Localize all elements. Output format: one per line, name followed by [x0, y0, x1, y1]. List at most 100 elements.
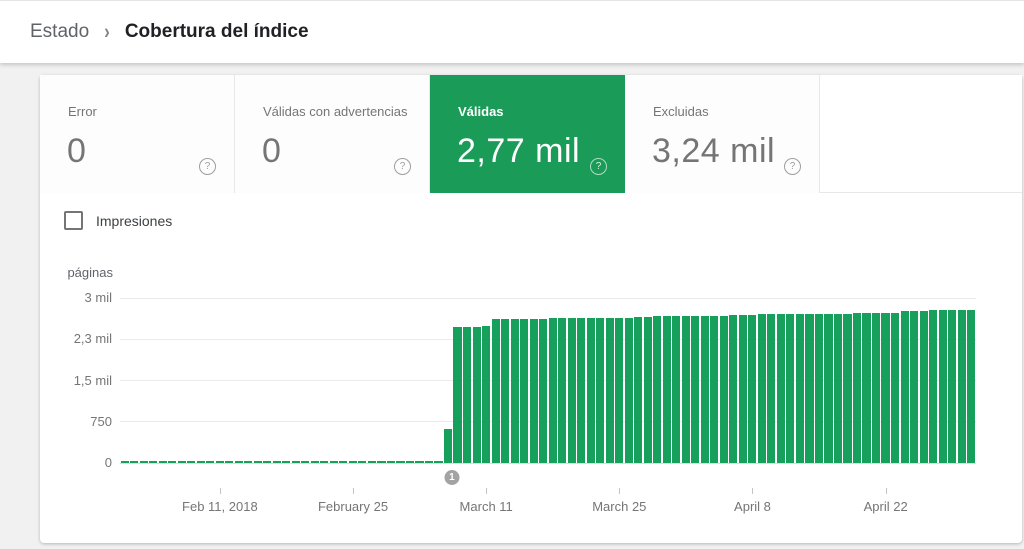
- chart-bar[interactable]: [253, 461, 262, 463]
- chart-bar[interactable]: [967, 310, 976, 463]
- chart-bar[interactable]: [405, 461, 415, 463]
- chart-bar[interactable]: [748, 314, 757, 463]
- chart-bar[interactable]: [948, 310, 957, 463]
- chart-bar[interactable]: [443, 428, 453, 463]
- impressions-toggle[interactable]: Impresiones: [64, 211, 172, 230]
- chart-bar[interactable]: [424, 461, 434, 463]
- impressions-checkbox[interactable]: [64, 211, 83, 230]
- chart-bar[interactable]: [624, 317, 633, 463]
- chart-bar[interactable]: [501, 319, 510, 463]
- chart-bar[interactable]: [329, 461, 338, 463]
- help-icon[interactable]: ?: [394, 158, 411, 175]
- chart-bar[interactable]: [206, 461, 215, 463]
- chart-bar[interactable]: [729, 314, 738, 463]
- chart-bar[interactable]: [634, 316, 643, 463]
- breadcrumb-parent-link[interactable]: Estado: [30, 21, 90, 42]
- help-icon[interactable]: ?: [784, 158, 801, 175]
- chart-bar[interactable]: [339, 461, 348, 463]
- tab-valid[interactable]: Válidas 2,77 mil ?: [430, 75, 625, 193]
- chart-bar[interactable]: [567, 318, 576, 463]
- chart-bar[interactable]: [672, 316, 681, 463]
- chart-bar[interactable]: [548, 318, 557, 463]
- chart-bar[interactable]: [824, 313, 833, 463]
- chart-bar[interactable]: [491, 319, 500, 463]
- chart-bar[interactable]: [434, 461, 443, 463]
- chart-bar[interactable]: [415, 461, 424, 463]
- chart-bar[interactable]: [843, 313, 852, 463]
- chart-bar[interactable]: [738, 314, 747, 463]
- chart-bar[interactable]: [681, 316, 690, 463]
- chart-bar[interactable]: [510, 318, 519, 463]
- chart-bar[interactable]: [757, 314, 766, 463]
- chart-bar[interactable]: [482, 326, 491, 463]
- chart-bar[interactable]: [348, 461, 357, 463]
- chart-bar[interactable]: [358, 461, 367, 463]
- chart-bar[interactable]: [196, 461, 205, 463]
- chart-bar[interactable]: [767, 314, 776, 463]
- chart-bar[interactable]: [177, 461, 186, 463]
- chart-bar[interactable]: [938, 310, 947, 463]
- chart-bar[interactable]: [615, 317, 624, 463]
- chart-bar[interactable]: [272, 461, 281, 463]
- tab-error[interactable]: Error 0 ?: [40, 75, 235, 193]
- chart-bar[interactable]: [577, 318, 586, 463]
- chart-bar[interactable]: [244, 461, 253, 463]
- chart-bar[interactable]: [377, 461, 386, 463]
- chart-bar[interactable]: [596, 317, 605, 463]
- chart-bar[interactable]: [234, 461, 243, 463]
- chart-bar[interactable]: [139, 461, 148, 463]
- help-icon[interactable]: ?: [590, 158, 607, 175]
- chart-bar[interactable]: [786, 313, 795, 463]
- chart-bar[interactable]: [168, 461, 177, 463]
- chart-bar[interactable]: [871, 313, 881, 463]
- chart-bar[interactable]: [463, 326, 472, 463]
- chart-bar[interactable]: [957, 310, 966, 463]
- chart-bar[interactable]: [367, 461, 376, 463]
- chart-bar[interactable]: [700, 316, 709, 463]
- chart-bar[interactable]: [795, 313, 804, 463]
- annotation-marker-1[interactable]: 1: [444, 470, 460, 485]
- chart-bar[interactable]: [900, 310, 909, 463]
- chart-bar[interactable]: [158, 461, 167, 463]
- chart-bar[interactable]: [710, 315, 719, 463]
- chart-bar[interactable]: [291, 461, 300, 463]
- chart-bar[interactable]: [691, 316, 700, 463]
- chart-bar[interactable]: [263, 461, 272, 463]
- tab-excluded[interactable]: Excluidas 3,24 mil ?: [625, 75, 820, 193]
- chart-bar[interactable]: [605, 317, 614, 463]
- chart-bar[interactable]: [833, 313, 843, 463]
- chart-bar[interactable]: [282, 461, 291, 463]
- chart-bar[interactable]: [225, 461, 234, 463]
- chart-bar[interactable]: [910, 310, 919, 463]
- chart-bar[interactable]: [453, 327, 462, 463]
- chart-bar[interactable]: [187, 461, 196, 463]
- chart-bar[interactable]: [776, 314, 785, 463]
- chart-bar[interactable]: [719, 315, 728, 463]
- chart-bar[interactable]: [862, 313, 871, 463]
- chart-bar[interactable]: [881, 313, 890, 463]
- help-icon[interactable]: ?: [199, 158, 216, 175]
- chart-bar[interactable]: [586, 317, 595, 463]
- chart-bar[interactable]: [386, 461, 396, 463]
- chart-bar[interactable]: [814, 313, 824, 463]
- chart-bar[interactable]: [558, 318, 567, 463]
- chart-bar[interactable]: [396, 461, 405, 463]
- tab-valid-with-warnings[interactable]: Válidas con advertencias 0 ?: [235, 75, 430, 193]
- chart-bar[interactable]: [643, 316, 652, 463]
- chart-bar[interactable]: [120, 461, 129, 463]
- chart-bar[interactable]: [852, 313, 862, 463]
- chart-bar[interactable]: [215, 461, 224, 463]
- chart-bar[interactable]: [805, 313, 814, 463]
- chart-bar[interactable]: [149, 461, 158, 463]
- chart-bar[interactable]: [301, 461, 310, 463]
- chart-bar[interactable]: [529, 318, 538, 463]
- chart-bar[interactable]: [520, 318, 529, 463]
- chart-bar[interactable]: [662, 316, 671, 463]
- chart-bar[interactable]: [130, 461, 139, 463]
- chart-bar[interactable]: [539, 318, 548, 463]
- chart-bar[interactable]: [653, 316, 662, 463]
- chart-bar[interactable]: [891, 313, 900, 463]
- chart-bar[interactable]: [929, 310, 938, 463]
- chart-bar[interactable]: [310, 461, 319, 463]
- chart-bar[interactable]: [320, 461, 329, 463]
